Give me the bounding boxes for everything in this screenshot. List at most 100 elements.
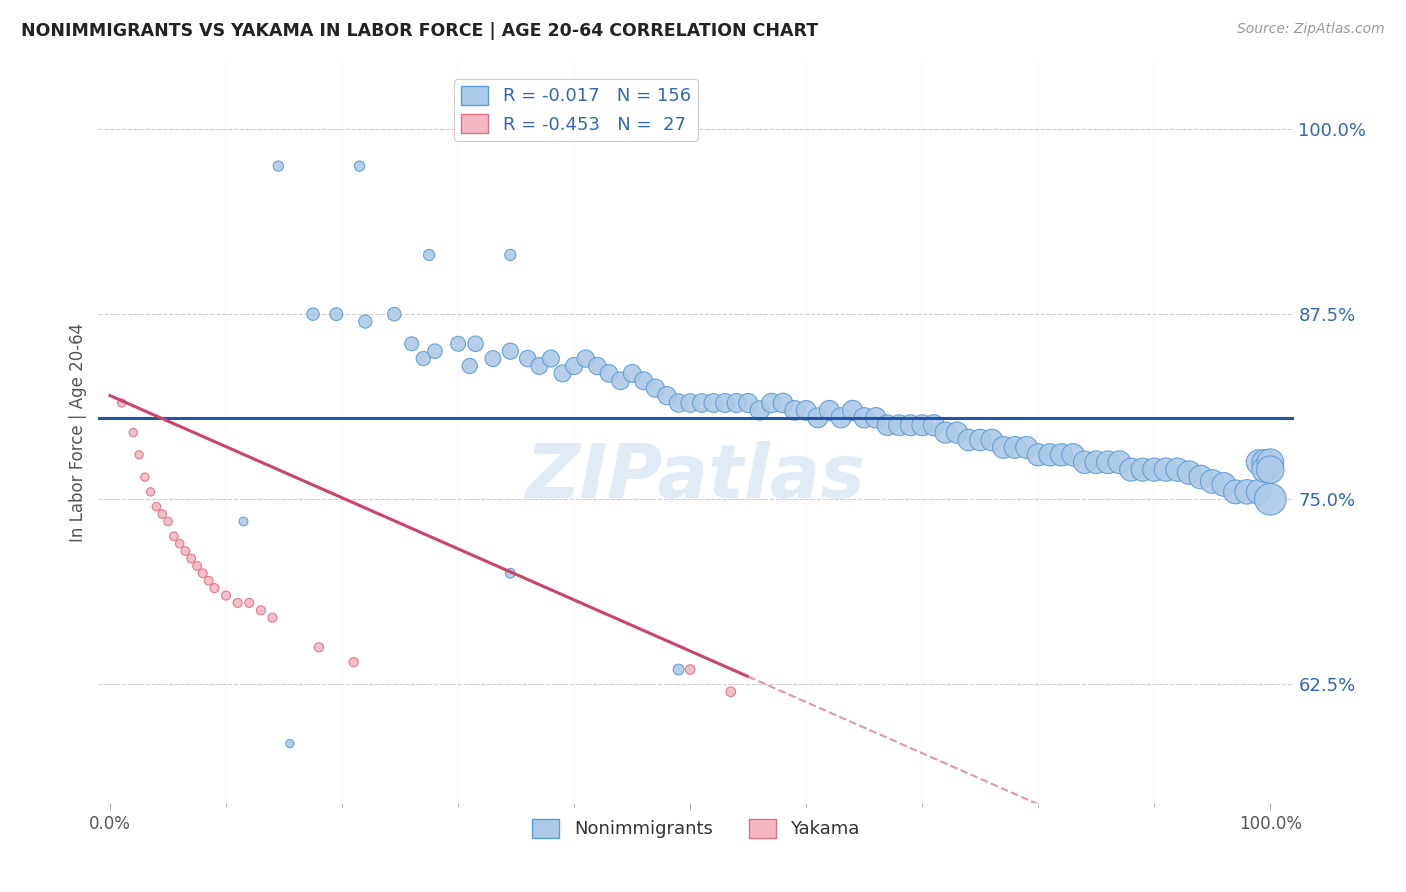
- Point: [226, 596, 249, 610]
- Point: [575, 351, 598, 366]
- Point: [1258, 492, 1281, 507]
- Point: [714, 396, 737, 410]
- Point: [1026, 448, 1049, 462]
- Point: [1062, 448, 1084, 462]
- Point: [1154, 462, 1177, 476]
- Point: [180, 551, 202, 566]
- Point: [598, 367, 620, 381]
- Point: [609, 374, 631, 388]
- Point: [382, 307, 405, 321]
- Point: [946, 425, 969, 440]
- Point: [783, 403, 806, 417]
- Point: [186, 558, 208, 573]
- Point: [668, 396, 690, 410]
- Point: [668, 663, 690, 677]
- Point: [1050, 448, 1073, 462]
- Point: [1247, 455, 1270, 469]
- Point: [865, 410, 887, 425]
- Point: [702, 396, 724, 410]
- Point: [204, 581, 226, 595]
- Point: [818, 403, 841, 417]
- Point: [1143, 462, 1166, 476]
- Point: [911, 418, 934, 433]
- Point: [761, 396, 783, 410]
- Point: [655, 389, 678, 403]
- Point: [969, 433, 991, 447]
- Point: [529, 359, 551, 373]
- Point: [145, 500, 167, 514]
- Point: [302, 307, 325, 321]
- Point: [1108, 455, 1130, 469]
- Point: [232, 515, 254, 529]
- Point: [139, 484, 162, 499]
- Text: NONIMMIGRANTS VS YAKAMA IN LABOR FORCE | AGE 20-64 CORRELATION CHART: NONIMMIGRANTS VS YAKAMA IN LABOR FORCE |…: [21, 22, 818, 40]
- Point: [980, 433, 1002, 447]
- Point: [418, 248, 440, 262]
- Point: [458, 359, 481, 373]
- Point: [748, 403, 770, 417]
- Point: [957, 433, 980, 447]
- Point: [262, 611, 284, 625]
- Point: [169, 537, 191, 551]
- Point: [238, 596, 260, 610]
- Point: [1039, 448, 1062, 462]
- Point: [1073, 455, 1095, 469]
- Point: [679, 396, 702, 410]
- Point: [562, 359, 585, 373]
- Point: [412, 351, 434, 366]
- Point: [725, 396, 748, 410]
- Point: [1258, 462, 1281, 476]
- Point: [1085, 455, 1108, 469]
- Point: [191, 566, 214, 581]
- Point: [122, 425, 145, 440]
- Point: [1132, 462, 1154, 476]
- Point: [250, 603, 273, 617]
- Point: [157, 515, 180, 529]
- Point: [464, 336, 486, 351]
- Point: [644, 381, 666, 395]
- Point: [830, 410, 852, 425]
- Point: [900, 418, 922, 433]
- Point: [308, 640, 330, 655]
- Point: [401, 336, 423, 351]
- Point: [128, 448, 150, 462]
- Point: [922, 418, 945, 433]
- Point: [499, 566, 522, 581]
- Point: [794, 403, 817, 417]
- Point: [354, 314, 377, 328]
- Point: [720, 685, 742, 699]
- Point: [197, 574, 219, 588]
- Point: [1119, 462, 1142, 476]
- Y-axis label: In Labor Force | Age 20-64: In Labor Force | Age 20-64: [69, 323, 87, 542]
- Point: [325, 307, 347, 321]
- Point: [679, 663, 702, 677]
- Point: [1189, 470, 1212, 484]
- Point: [807, 410, 830, 425]
- Point: [621, 367, 644, 381]
- Point: [1004, 441, 1026, 455]
- Point: [516, 351, 538, 366]
- Point: [876, 418, 898, 433]
- Point: [690, 396, 713, 410]
- Point: [1253, 455, 1275, 469]
- Point: [1166, 462, 1188, 476]
- Point: [1247, 484, 1270, 499]
- Point: [278, 737, 301, 751]
- Point: [482, 351, 505, 366]
- Point: [1253, 462, 1275, 476]
- Text: Source: ZipAtlas.com: Source: ZipAtlas.com: [1237, 22, 1385, 37]
- Point: [841, 403, 863, 417]
- Point: [1015, 441, 1038, 455]
- Point: [1097, 455, 1119, 469]
- Point: [343, 655, 366, 669]
- Point: [853, 410, 876, 425]
- Point: [163, 529, 186, 543]
- Point: [423, 344, 446, 359]
- Point: [887, 418, 910, 433]
- Point: [934, 425, 956, 440]
- Point: [1178, 466, 1201, 480]
- Point: [551, 367, 574, 381]
- Point: [499, 248, 522, 262]
- Text: ZIPatlas: ZIPatlas: [526, 441, 866, 514]
- Point: [1212, 477, 1234, 491]
